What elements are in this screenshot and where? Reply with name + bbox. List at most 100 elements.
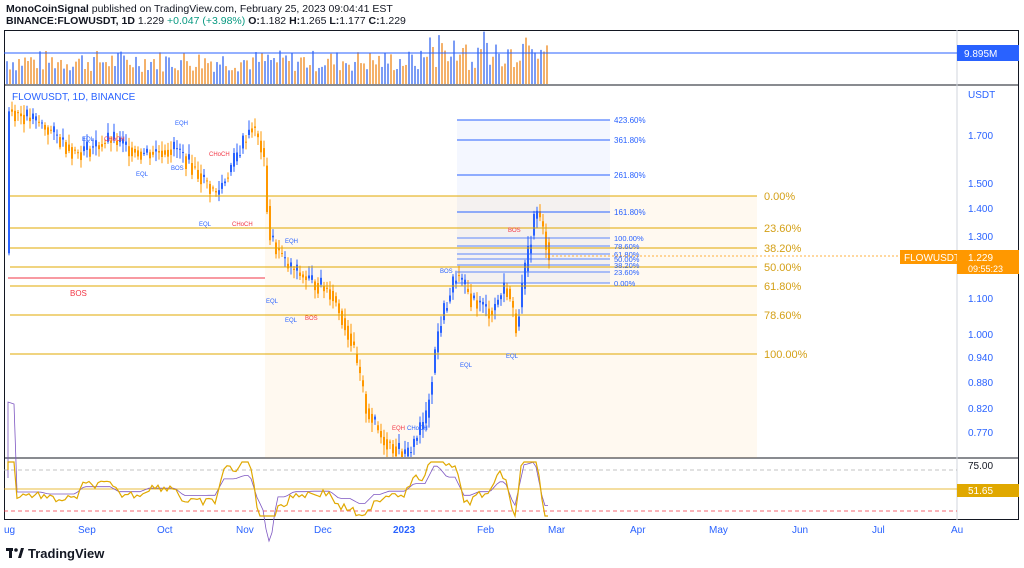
open-value: 1.182: [259, 15, 287, 27]
symbol-name[interactable]: BINANCE:FLOWUSDT, 1D: [6, 15, 135, 27]
candle-body: [302, 274, 304, 278]
volume-bar: [24, 57, 26, 84]
chart-frame[interactable]: [4, 30, 1019, 520]
candle-body: [224, 181, 226, 184]
volume-bar: [306, 67, 308, 84]
volume-bar: [477, 47, 479, 84]
fib-retracement-zone: [265, 196, 757, 458]
volume-bar: [519, 60, 521, 84]
candle-body: [386, 439, 388, 450]
candle-body: [221, 182, 223, 189]
time-tick: Au: [951, 525, 963, 536]
volume-bar: [153, 59, 155, 84]
volume-bar: [66, 64, 68, 84]
volume-bar: [105, 62, 107, 84]
volume-bar: [222, 56, 224, 84]
candle-body: [308, 275, 310, 279]
volume-bar: [261, 52, 263, 84]
candle-body: [428, 399, 430, 418]
candle-body: [524, 262, 526, 289]
time-tick: Feb: [477, 525, 495, 536]
price-tick: 1.400: [968, 204, 993, 215]
candle-body: [59, 137, 61, 148]
candle-body: [515, 313, 517, 334]
time-tick: Nov: [236, 525, 254, 536]
candle-body: [290, 262, 292, 267]
candle-body: [506, 288, 508, 298]
symbol-badge: [900, 250, 957, 264]
candle-body: [74, 149, 76, 151]
volume-bar: [387, 63, 389, 84]
rsi-line: [7, 461, 548, 519]
fib-extension-label: 361.80%: [614, 136, 646, 145]
volume-bar: [414, 65, 416, 84]
volume-bar: [342, 61, 344, 84]
volume-bar: [525, 37, 527, 84]
candle-body: [320, 277, 322, 285]
tradingview-icon: [6, 548, 24, 558]
volume-bar: [117, 53, 119, 84]
volume-bar: [393, 70, 395, 84]
volume-bar: [348, 64, 350, 84]
candle-body: [326, 287, 328, 289]
fib-minor-label: 23.60%: [614, 268, 640, 277]
volume-bar: [300, 57, 302, 84]
volume-bar: [42, 69, 44, 84]
candle-body: [134, 148, 136, 153]
volume-bar: [189, 65, 191, 84]
fib-level-label: 23.60%: [764, 223, 802, 235]
candle-body: [200, 173, 202, 185]
fib-minor-label: 0.00%: [614, 279, 636, 288]
volume-bar: [315, 71, 317, 84]
candle-body: [137, 150, 139, 157]
candle-body: [398, 442, 400, 449]
volume-bar: [180, 60, 182, 84]
structure-label: CHoCH: [209, 152, 230, 158]
rsi-tick: 75.00: [968, 461, 993, 472]
candle-body: [410, 452, 412, 454]
volume-bar: [123, 55, 125, 84]
candle-body: [509, 288, 511, 300]
volume-bar: [459, 54, 461, 84]
candle-body: [65, 142, 67, 154]
candle-body: [149, 152, 151, 159]
volume-bar: [177, 70, 179, 84]
candle-body: [107, 132, 109, 142]
volume-bar: [351, 70, 353, 84]
volume-bar: [450, 56, 452, 84]
candle-body: [437, 331, 439, 353]
fib-minor-label: 50.00%: [614, 255, 640, 264]
candle-body: [41, 122, 43, 124]
volume-bar: [285, 55, 287, 84]
volume-bar: [534, 52, 536, 84]
volume-bar: [513, 67, 515, 84]
candle-body: [86, 141, 88, 150]
volume-bar: [132, 67, 134, 84]
structure-label: EQL: [136, 172, 149, 178]
volume-bar: [420, 50, 422, 84]
candle-body: [248, 129, 250, 135]
candle-body: [464, 279, 466, 285]
tradingview-logo[interactable]: TradingView: [6, 546, 104, 561]
time-tick: Oct: [157, 525, 173, 536]
candle-body: [341, 310, 343, 325]
volume-bar: [72, 66, 74, 84]
candle-body: [143, 152, 145, 154]
volume-bar: [396, 69, 398, 84]
candle-body: [383, 436, 385, 446]
candle-body: [542, 221, 544, 227]
volume-bar: [357, 52, 359, 84]
volume-bar: [267, 54, 269, 84]
publisher-name[interactable]: MonoCoinSignal: [6, 3, 89, 15]
candle-body: [83, 146, 85, 152]
volume-bar: [234, 67, 236, 84]
candle-body: [266, 165, 268, 212]
candle-body: [479, 300, 481, 303]
candle-body: [242, 135, 244, 149]
volume-bar: [114, 66, 116, 84]
volume-bar: [198, 54, 200, 84]
fib-level-label: 38.20%: [764, 243, 802, 255]
volume-bar: [9, 69, 11, 84]
candle-body: [254, 126, 256, 128]
